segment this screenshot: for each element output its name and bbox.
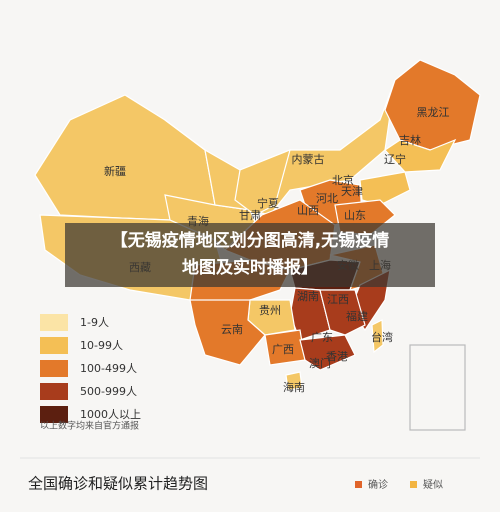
- footer-legend-swatch: [410, 481, 417, 488]
- footer-legend: 确诊 疑似: [355, 478, 443, 491]
- province-label: 天津: [341, 185, 363, 198]
- province-label: 新疆: [104, 164, 126, 178]
- province-label: 香港: [326, 350, 348, 363]
- province-label: 云南: [221, 323, 243, 336]
- province-label: 甘肃: [239, 209, 261, 222]
- province-label: 内蒙古: [292, 152, 325, 166]
- province-label: 山东: [344, 209, 366, 222]
- legend: 1-9人 10-99人 100-499人 500-999人 1000人以上: [40, 314, 141, 423]
- province-label: 贵州: [259, 304, 281, 317]
- overlay-title: 地图及实时播报】: [182, 257, 318, 278]
- footer-legend-swatch: [355, 481, 362, 488]
- legend-label: 100-499人: [80, 362, 137, 375]
- province-label: 台湾: [371, 330, 393, 344]
- legend-note: 以上数字均来自官方通报: [40, 420, 139, 432]
- province-label: 澳门: [309, 356, 331, 370]
- province-label: 广东: [311, 331, 333, 344]
- legend-swatch: [40, 406, 68, 423]
- legend-swatch: [40, 314, 68, 331]
- legend-label: 1-9人: [80, 316, 109, 329]
- province-label: 辽宁: [384, 152, 406, 166]
- province-label: 福建: [346, 309, 368, 323]
- legend-label: 1000人以上: [80, 408, 141, 421]
- overlay-band: [65, 223, 435, 287]
- legend-swatch: [40, 360, 68, 377]
- province-label: 黑龙江: [417, 106, 450, 119]
- legend-swatch: [40, 383, 68, 400]
- legend-label: 500-999人: [80, 385, 137, 398]
- province-label: 河北: [316, 192, 338, 205]
- legend-label: 10-99人: [80, 339, 123, 352]
- legend-swatch: [40, 337, 68, 354]
- province-label: 北京: [332, 173, 354, 187]
- province-label: 广西: [272, 343, 294, 356]
- footer-title: 全国确诊和疑似累计趋势图: [28, 475, 208, 493]
- province-label: 吉林: [399, 133, 421, 147]
- footer-legend-label: 疑似: [423, 479, 443, 491]
- province-label: 海南: [283, 380, 305, 394]
- province-label: 江西: [327, 293, 349, 306]
- overlay-title: 【无锡疫情地区划分图高清,无锡疫情: [111, 230, 389, 251]
- province-label: 山西: [297, 204, 319, 217]
- footer-legend-label: 确诊: [368, 478, 388, 491]
- province-label: 宁夏: [257, 196, 279, 210]
- province-label: 湖南: [297, 290, 319, 303]
